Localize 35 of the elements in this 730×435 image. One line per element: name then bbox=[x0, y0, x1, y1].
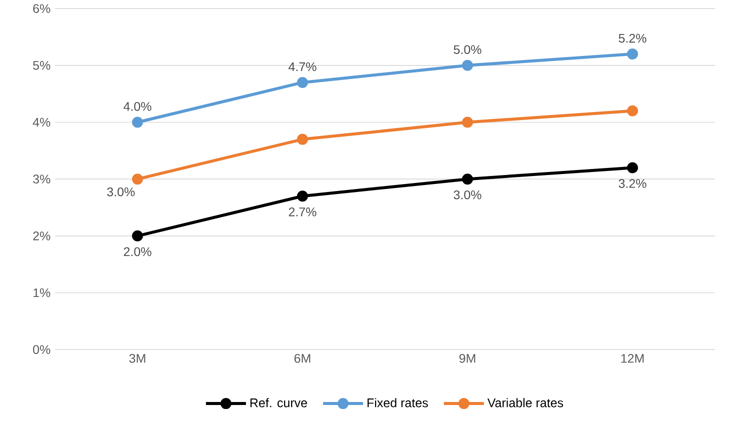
point bbox=[132, 174, 144, 185]
legend-label: Variable rates bbox=[487, 398, 564, 408]
y-tick-label: 1% bbox=[34, 288, 50, 298]
point bbox=[297, 134, 308, 146]
data-label: 3.0% bbox=[454, 190, 482, 200]
x-tick-label: 6M bbox=[294, 354, 310, 363]
data-label: 4.0% bbox=[124, 102, 152, 112]
point bbox=[132, 116, 144, 128]
data-label: 2.7% bbox=[288, 208, 316, 217]
point bbox=[627, 162, 638, 174]
data-label: 5.0% bbox=[454, 45, 482, 54]
y-tick-label: 6% bbox=[33, 4, 50, 14]
y-tick-label: 0% bbox=[33, 345, 50, 354]
y-tick-label: 2% bbox=[33, 232, 50, 241]
point bbox=[297, 77, 308, 88]
legend-label: Fixed rates bbox=[368, 398, 428, 408]
point bbox=[462, 116, 474, 128]
point bbox=[627, 106, 638, 117]
y-tick-label: 4% bbox=[32, 118, 50, 127]
point bbox=[132, 230, 144, 242]
x-tick-label: 12M bbox=[621, 354, 644, 363]
x-tick-label: 9M bbox=[459, 354, 476, 363]
data-label: 2.0% bbox=[124, 247, 152, 256]
data-label: 4.7% bbox=[288, 62, 316, 72]
legend-label: Ref. curve bbox=[250, 398, 307, 408]
point bbox=[297, 190, 308, 202]
x-tick-label: 3M bbox=[129, 354, 146, 363]
data-label: 5.2% bbox=[618, 34, 646, 43]
point bbox=[627, 48, 638, 60]
data-label: 3.2% bbox=[618, 179, 646, 188]
point bbox=[462, 174, 474, 185]
point bbox=[462, 60, 474, 72]
data-label: 3.0% bbox=[107, 188, 135, 197]
y-tick-label: 5% bbox=[33, 61, 50, 70]
y-tick-label: 3% bbox=[33, 174, 50, 184]
